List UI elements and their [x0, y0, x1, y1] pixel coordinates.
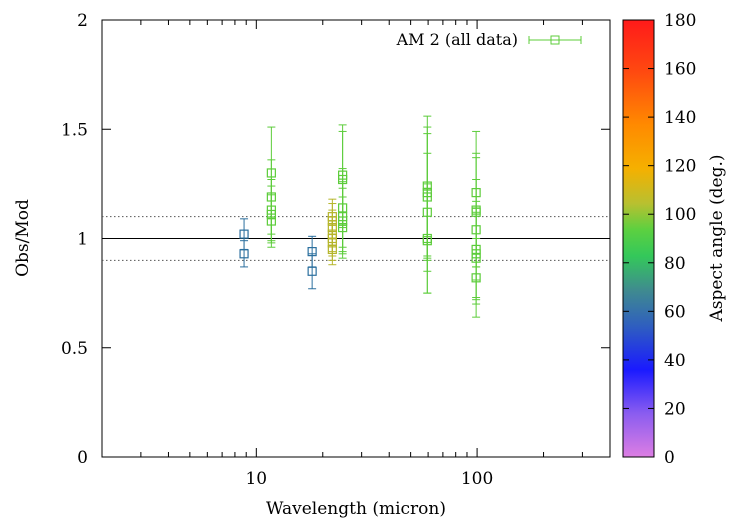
reference-lines	[102, 216, 610, 261]
data-point	[266, 194, 276, 248]
point-marker	[266, 216, 276, 226]
colorbar-tick-label: 60	[664, 302, 686, 322]
colorbar-tick-label: 0	[664, 448, 675, 468]
data-points	[239, 115, 481, 318]
legend-marker	[528, 35, 582, 45]
x-axis-label: Wavelength (micron)	[266, 499, 446, 519]
point-marker	[471, 273, 481, 283]
y-tick-label: 0.5	[61, 339, 88, 359]
point-marker	[307, 266, 317, 276]
colorbar-tick-label: 20	[664, 399, 686, 419]
colorbar-tick-label: 140	[664, 108, 696, 128]
y-tick-label: 1	[77, 230, 88, 250]
colorbar-label: Aspect angle (deg.)	[707, 154, 727, 322]
x-tick-label: 100	[461, 469, 493, 489]
y-axis-label: Obs/Mod	[13, 199, 33, 277]
point-marker	[422, 236, 432, 246]
point-marker	[239, 249, 249, 259]
colorbar-tick-label: 180	[664, 11, 696, 31]
data-point	[239, 240, 249, 268]
colorbar	[622, 19, 655, 458]
data-point	[307, 253, 317, 290]
y-tick-label: 2	[77, 11, 88, 31]
colorbar-tick-label: 80	[664, 254, 686, 274]
colorbar-tick-label: 100	[664, 205, 696, 225]
y-tick-label: 1.5	[61, 120, 88, 140]
data-point	[422, 187, 432, 294]
point-marker	[327, 244, 337, 255]
colorbar-tick-label: 160	[664, 60, 696, 80]
legend: AM 2 (all data)	[396, 30, 582, 49]
colorbar-tick-label: 120	[664, 157, 696, 177]
data-point	[327, 233, 337, 266]
axis-ticks	[101, 19, 611, 458]
data-point	[471, 238, 481, 318]
colorbar-ticks: 0 20 40 60 80 100 120 140 160 180	[623, 11, 696, 468]
point-marker	[239, 229, 249, 239]
y-tick-label: 0	[77, 448, 88, 468]
x-tick-label: 10	[245, 469, 267, 489]
tick-labels: 0 0.5 1 1.5 2 10 100	[61, 11, 493, 489]
legend-label: AM 2 (all data)	[396, 30, 518, 49]
point-marker	[338, 222, 348, 233]
data-point	[338, 196, 348, 259]
colorbar-tick-label: 40	[664, 351, 686, 371]
